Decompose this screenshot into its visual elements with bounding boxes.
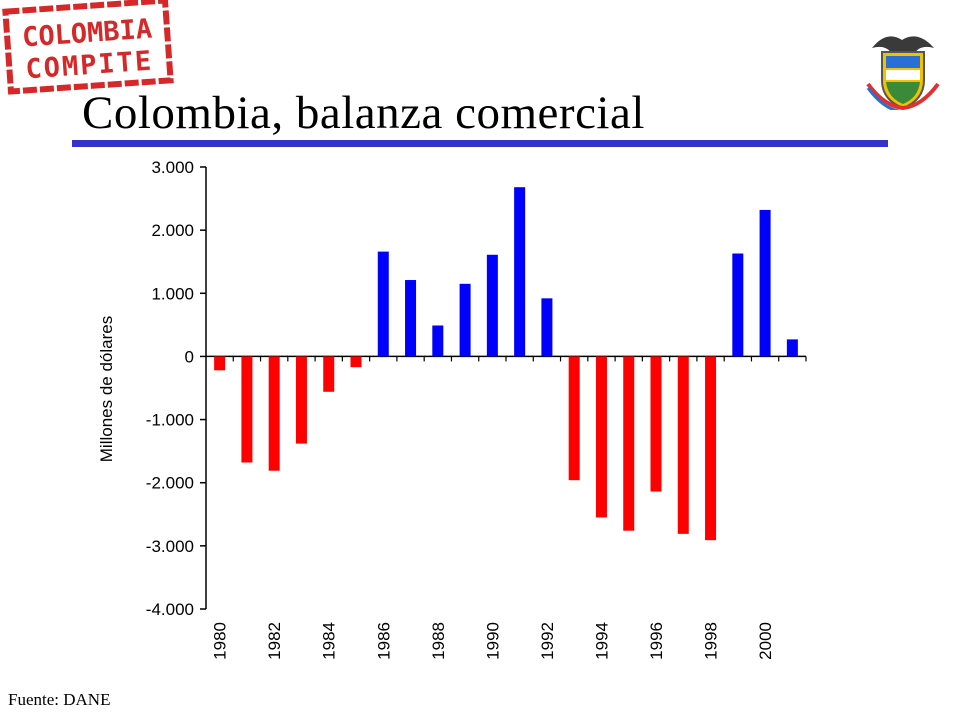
bar-1998: [705, 356, 717, 541]
x-tick-label-1998: 1998: [702, 622, 721, 660]
x-tick-label-1984: 1984: [320, 622, 339, 660]
x-tick-label-1982: 1982: [265, 622, 284, 660]
bar-1990: [486, 254, 498, 357]
y-tick-labels: 3.000 2.000 1.000 0 -1.000 -2.000 -3.000 -4.000: [146, 158, 194, 619]
bar-1981: [241, 356, 253, 463]
title-underline: [72, 140, 888, 147]
bar-1988: [432, 325, 444, 357]
y-tick-label: 3.000: [151, 158, 194, 177]
bar-1994: [595, 356, 607, 518]
bar-1999: [732, 253, 744, 357]
y-tick-label: -4.000: [146, 600, 194, 619]
y-tick-label: 0: [185, 347, 194, 366]
y-tick-label: 2.000: [151, 221, 194, 240]
x-tick-label-1980: 1980: [211, 622, 230, 660]
bar-1987: [405, 280, 417, 357]
bar-1985: [350, 356, 362, 368]
bar-1980: [214, 356, 226, 371]
bar-1992: [541, 298, 553, 357]
x-tick-label-2000: 2000: [756, 622, 775, 660]
y-tick-label: -1.000: [146, 411, 194, 430]
y-tick-label: -2.000: [146, 474, 194, 493]
y-axis-label: Millones de dólares: [97, 316, 116, 462]
bar-1983: [295, 356, 307, 444]
x-tick-label-1990: 1990: [483, 622, 502, 660]
bar-1995: [623, 356, 635, 531]
chart-bars: [214, 187, 798, 541]
colombia-compite-logo: COLOMBIA COMPITE: [2, 0, 174, 95]
x-tick-label-1988: 1988: [429, 622, 448, 660]
bar-1993: [568, 356, 580, 481]
bar-1982: [268, 356, 280, 471]
x-tick-labels: 1980 1982 1984 1986 1988 1990 1992 1994 1996 1998…: [211, 622, 775, 660]
bar-1997: [677, 356, 689, 534]
source-note: Fuente: DANE: [8, 690, 111, 709]
bar-1984: [323, 356, 335, 392]
x-tick-label-1986: 1986: [374, 622, 393, 660]
bar-1991: [514, 187, 526, 357]
x-tick-label-1992: 1992: [538, 622, 557, 660]
bar-1989: [459, 283, 471, 357]
bar-1996: [650, 356, 662, 492]
x-tick-label-1994: 1994: [592, 622, 611, 660]
bar-1986: [377, 251, 389, 357]
x-tick-label-1996: 1996: [647, 622, 666, 660]
y-tick-label: -3.000: [146, 537, 194, 556]
bar-2000: [759, 209, 771, 357]
y-tick-label: 1.000: [151, 284, 194, 303]
bar-2001: [786, 339, 798, 357]
page-title: Colombia, balanza comercial: [82, 87, 645, 139]
coat-of-arms-emblem: [866, 36, 940, 110]
